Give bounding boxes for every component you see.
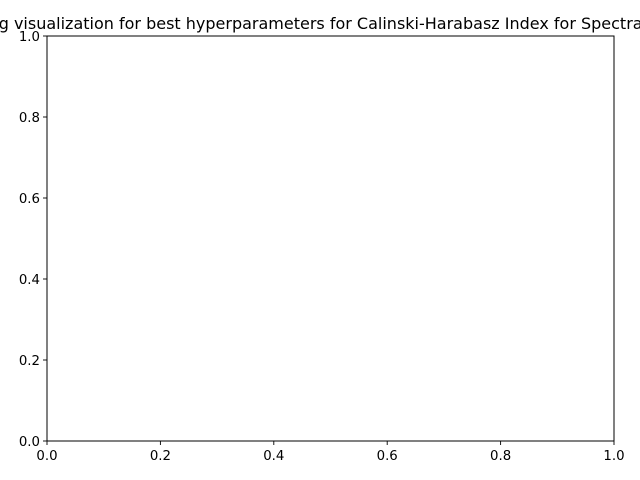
y-tick-label: 0.4 [19,273,40,288]
x-tick-label: 0.2 [150,449,171,464]
x-tick-label: 0.8 [490,449,511,464]
x-tick-label: 0.6 [377,449,398,464]
x-tick-label: 0.0 [36,449,57,464]
y-tick-label: 1.0 [19,30,40,45]
x-tick-label: 1.0 [603,449,624,464]
y-tick-label: 0.2 [19,354,40,369]
y-tick-label: 0.6 [19,192,40,207]
x-axis: 0.0 0.2 0.4 0.6 0.8 1.0 [36,441,625,464]
y-tick-label: 0.0 [19,435,40,450]
y-axis: 0.0 0.2 0.4 0.6 0.8 1.0 [19,30,47,450]
axes-frame [46,35,615,442]
y-tick-label: 0.8 [19,111,40,126]
chart-title: Clustering visualization for best hyperp… [0,14,640,33]
x-tick-label: 0.4 [263,449,284,464]
